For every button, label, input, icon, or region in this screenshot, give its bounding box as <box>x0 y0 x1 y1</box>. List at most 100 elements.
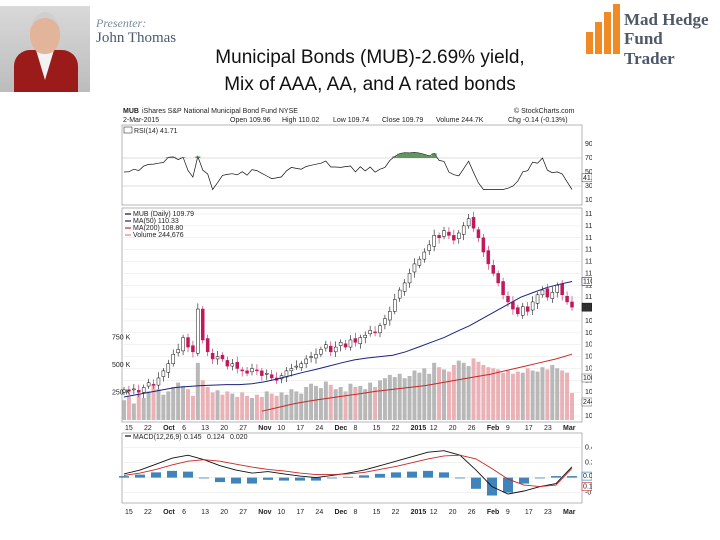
candle-body <box>535 294 540 304</box>
candle-body <box>447 231 451 236</box>
candle-body <box>506 295 510 303</box>
x-tick-label: 20 <box>220 425 228 432</box>
volume-bar <box>476 361 481 420</box>
volume-bar <box>146 391 151 420</box>
candle-body <box>496 273 500 284</box>
x-tick-label: 20 <box>449 425 457 432</box>
x-tick-label: Dec <box>334 425 347 432</box>
price-tick-label: 109.25 <box>585 330 592 337</box>
volume-bar <box>407 376 412 420</box>
rsi-overbought-fill <box>407 153 413 158</box>
x-tick-label: 8 <box>354 425 358 432</box>
macd-histogram-bar <box>167 470 177 478</box>
volume-bar <box>456 360 461 420</box>
rsi-overbought-fill <box>416 153 422 158</box>
x-tick-label: 13 <box>201 509 209 516</box>
rsi-overbought-fill <box>426 156 432 158</box>
macd-histogram-bar <box>455 477 465 479</box>
macd-flag-text: 0.020 <box>583 473 592 480</box>
price-tick-label: 110.25 <box>585 282 592 289</box>
rsi-tick-label: 50 <box>585 169 592 176</box>
candle-body <box>511 301 515 310</box>
slide-title: Municipal Bonds (MUB)-2.69% yield, Mix o… <box>100 44 640 98</box>
volume-bar <box>284 394 289 420</box>
candle-body <box>265 372 269 375</box>
candle-body <box>304 358 308 364</box>
candle-body <box>417 258 422 266</box>
rsi-overbought-fill <box>180 157 186 158</box>
volume-bar <box>422 368 427 420</box>
rsi-overbought-fill <box>431 153 437 158</box>
volume-bar <box>171 387 176 420</box>
x-tick-label: Mar <box>563 425 576 432</box>
candle-body <box>560 283 564 296</box>
macd-histogram-bar <box>535 477 545 479</box>
volume-bar <box>515 371 520 420</box>
x-tick-label: 13 <box>201 425 209 432</box>
x-tick-label: 17 <box>525 509 533 516</box>
volume-bar <box>250 398 254 420</box>
candle-body <box>388 311 392 321</box>
candle-body <box>378 325 382 334</box>
x-tick-label: 12 <box>430 509 438 516</box>
logo-line2: Fund Trader <box>624 29 675 68</box>
chart-ticker: MUB <box>123 108 139 115</box>
x-tick-label: 23 <box>544 509 552 516</box>
candle-body <box>171 353 175 364</box>
rsi-overbought-fill <box>397 153 403 158</box>
rsi-tick-label: 90 <box>585 141 592 148</box>
rsi-flag-text: 41.71 <box>583 175 592 182</box>
macd-line <box>123 450 573 495</box>
candle-body <box>516 307 520 315</box>
macd-histogram-bar <box>215 477 225 483</box>
x-tick-label: 6 <box>182 425 186 432</box>
chart-volume: Volume 244.7K <box>436 117 484 124</box>
candle-body <box>250 368 254 373</box>
candle-body <box>269 374 274 379</box>
legend-entry: MA(50) 110.33 <box>133 218 179 225</box>
volume-bar <box>299 393 304 420</box>
volume-bar <box>264 391 269 420</box>
chart-open: Open 109.96 <box>230 117 271 124</box>
macd-tick-label: 0.2 <box>585 460 592 467</box>
candle-body <box>525 306 530 312</box>
volume-bar <box>382 378 387 420</box>
candle-body <box>215 356 220 360</box>
volume-bar <box>402 378 407 420</box>
candle-body <box>255 369 259 372</box>
macd-histogram-bar <box>391 472 401 478</box>
macd-histogram-bar <box>311 477 321 481</box>
rsi-label: RSI(14) 41.71 <box>134 128 178 135</box>
candle-body <box>466 218 471 227</box>
macd-tick-label: -0.2 <box>585 490 592 497</box>
price-tick-label: 111.00 <box>585 247 592 254</box>
candle-body <box>540 289 545 296</box>
x-tick-label: 22 <box>144 509 152 516</box>
candle-body <box>151 383 156 386</box>
x-tick-label: 10 <box>277 509 285 516</box>
price-flag-text: 109.79 <box>583 304 592 311</box>
volume-bar <box>481 365 486 420</box>
volume-bar <box>545 369 550 420</box>
volume-bar <box>530 370 535 420</box>
volume-bar <box>412 370 417 420</box>
volume-bar <box>136 393 141 420</box>
candle-body <box>407 273 412 284</box>
macd-histogram-bar <box>423 470 433 478</box>
volume-bar <box>392 377 397 420</box>
candle-body <box>521 306 525 316</box>
candle-body <box>309 356 313 358</box>
price-tick-label: 108.00 <box>585 389 592 396</box>
x-tick-label: 2015 <box>411 425 427 432</box>
volume-bar <box>131 403 136 420</box>
signal-line <box>123 454 573 488</box>
macd-flag <box>581 471 592 481</box>
macd-histogram-bar <box>359 475 369 478</box>
macd-histogram-bar <box>119 476 129 478</box>
candle-body <box>333 346 338 353</box>
candle-body <box>260 370 264 376</box>
rsi-overbought-fill <box>165 157 171 158</box>
volume-bar <box>471 358 476 420</box>
macd-histogram-bar <box>135 474 145 478</box>
volume-bar <box>190 395 195 420</box>
